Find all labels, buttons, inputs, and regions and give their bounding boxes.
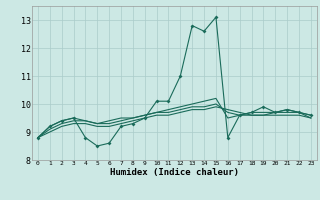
X-axis label: Humidex (Indice chaleur): Humidex (Indice chaleur) bbox=[110, 168, 239, 177]
